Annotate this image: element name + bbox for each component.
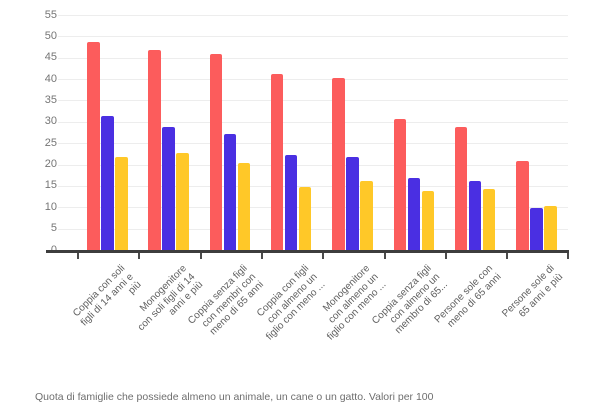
bar-blue-series[interactable]: [407, 178, 420, 251]
bar-yellow-series[interactable]: [176, 152, 189, 251]
y-tick-label: 55: [44, 8, 57, 21]
bar-blue-series[interactable]: [162, 127, 175, 251]
category-label: Monogenitore con almeno un figlio con me…: [321, 263, 389, 343]
x-axis-tick: [77, 253, 79, 259]
bar-blue-series[interactable]: [284, 154, 298, 251]
bar-red-series[interactable]: [87, 41, 100, 251]
bar-yellow-series[interactable]: [544, 206, 557, 251]
bar-red-series[interactable]: [393, 118, 406, 251]
y-tick-label: 35: [44, 93, 57, 106]
bar-red-series[interactable]: [332, 77, 345, 251]
gridline: [58, 143, 568, 145]
y-tick-label: 40: [44, 72, 57, 85]
bar-yellow-series[interactable]: [421, 191, 434, 251]
bar-red-series[interactable]: [209, 54, 223, 251]
y-tick-label: 10: [44, 200, 57, 213]
bar-red-series[interactable]: [454, 127, 468, 251]
gridline: [58, 57, 568, 59]
gridline: [58, 15, 568, 16]
x-axis-tick: [567, 253, 570, 259]
gridline: [58, 100, 568, 102]
x-axis-tick: [322, 253, 325, 259]
y-tick-label: 0: [23, 244, 57, 256]
y-tick-label: 20: [44, 158, 57, 171]
bar-red-series[interactable]: [270, 73, 284, 251]
gridline: [58, 207, 568, 209]
bar-yellow-series[interactable]: [115, 157, 128, 251]
x-axis-tick: [260, 253, 263, 259]
y-tick-label: 30: [44, 115, 57, 128]
bar-blue-series[interactable]: [530, 208, 543, 251]
category-label: Coppia con figli con almeno un figlio co…: [255, 263, 328, 343]
x-axis-tick: [383, 253, 386, 259]
x-axis-tick: [506, 253, 509, 259]
gridline: [58, 36, 568, 38]
gridline: [58, 228, 568, 230]
x-axis-line: [46, 250, 569, 253]
gridline: [58, 121, 568, 123]
category-label: Coppia con soli figli di 14 anni e più: [71, 263, 144, 329]
y-tick-label: 5: [50, 222, 57, 235]
x-axis-tick: [138, 253, 141, 259]
y-tick-label: 60: [23, 0, 57, 3]
bar-yellow-series[interactable]: [482, 189, 496, 251]
bar-yellow-series[interactable]: [360, 180, 373, 251]
chart-caption: Quota di famiglie che possiede almeno un…: [35, 391, 434, 403]
x-axis-tick: [199, 253, 202, 259]
category-label: Coppia senza figli con almeno un membro …: [370, 263, 451, 337]
category-label: Coppia senza figli con membri con meno d…: [186, 263, 267, 338]
y-tick-label: 50: [44, 29, 57, 42]
bar-yellow-series[interactable]: [237, 163, 251, 251]
y-tick-label: 15: [44, 179, 57, 192]
gridline: [58, 185, 568, 187]
bar-blue-series[interactable]: [101, 116, 114, 251]
category-label: Persone sole con meno di 65 anni: [432, 263, 504, 330]
category-label: Monogenitore con soli figli di 14 anni e…: [135, 263, 205, 333]
bar-blue-series[interactable]: [468, 180, 482, 251]
bar-yellow-series[interactable]: [298, 186, 312, 251]
bar-blue-series[interactable]: [223, 133, 237, 251]
y-tick-label: 25: [44, 136, 57, 149]
bar-red-series[interactable]: [148, 50, 161, 251]
bar-red-series[interactable]: [516, 161, 529, 251]
gridline: [58, 164, 568, 166]
gridline: [58, 79, 568, 81]
bar-blue-series[interactable]: [346, 157, 359, 251]
x-axis-tick: [444, 253, 447, 259]
category-label: Persone sole di 65 anni e più: [500, 263, 565, 320]
y-tick-label: 45: [44, 51, 57, 64]
